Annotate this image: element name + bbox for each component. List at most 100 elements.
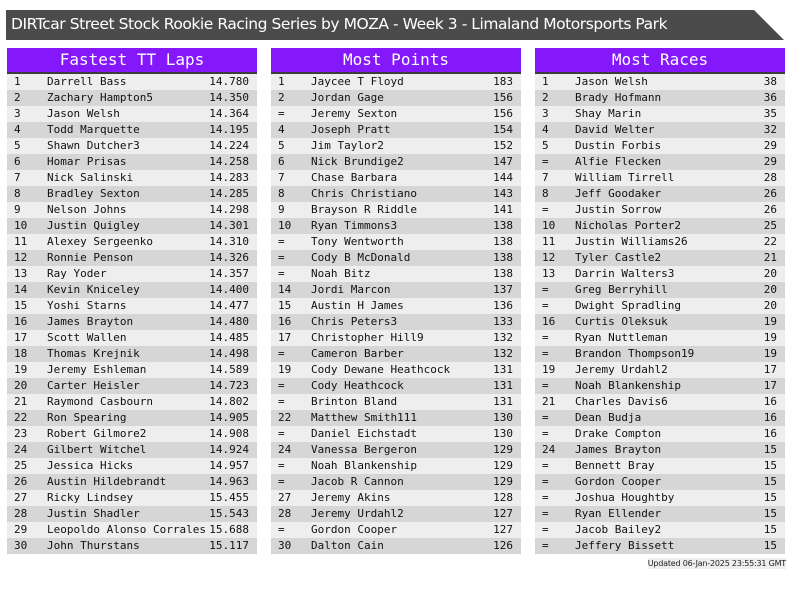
value-cell: 129 xyxy=(493,443,513,456)
value-cell: 143 xyxy=(493,187,513,200)
table-row: 30 Dalton Cain 126 xyxy=(271,538,521,554)
panel-header: Most Races xyxy=(535,48,785,74)
value-cell: 14.480 xyxy=(209,315,249,328)
driver-name-cell: Bennett Bray xyxy=(575,459,655,472)
value-cell: 35 xyxy=(763,107,777,120)
table-row: = Noah Bitz 138 xyxy=(271,266,521,282)
table-row: 24 James Brayton 15 xyxy=(535,442,785,458)
rank-cell: 8 xyxy=(14,187,21,200)
table-row: 22 Ron Spearing 14.905 xyxy=(7,410,257,426)
value-cell: 15 xyxy=(763,443,777,456)
value-cell: 15 xyxy=(763,491,777,504)
rank-cell: 2 xyxy=(542,91,549,104)
table-row: = Brandon Thompson19 19 xyxy=(535,346,785,362)
value-cell: 16 xyxy=(763,395,777,408)
driver-name-cell: Brady Hofmann xyxy=(575,91,662,104)
value-cell: 15.455 xyxy=(209,491,249,504)
driver-name-cell: Nick Brundige2 xyxy=(311,155,404,168)
rank-cell: = xyxy=(542,427,549,440)
rank-cell: 27 xyxy=(14,491,28,504)
value-cell: 14.723 xyxy=(209,379,249,392)
driver-name-cell: Jeff Goodaker xyxy=(575,187,662,200)
rank-cell: = xyxy=(278,267,285,280)
rank-cell: 16 xyxy=(278,315,292,328)
value-cell: 14.350 xyxy=(209,91,249,104)
value-cell: 133 xyxy=(493,315,513,328)
table-row: 17 Scott Wallen 14.485 xyxy=(7,330,257,346)
table-row: 29 Leopoldo Alonso Corrales 15.688 xyxy=(7,522,257,538)
rank-cell: 16 xyxy=(14,315,28,328)
value-cell: 38 xyxy=(763,75,777,88)
driver-name-cell: Charles Davis6 xyxy=(575,395,668,408)
table-row: 22 Matthew Smith111 130 xyxy=(271,410,521,426)
driver-name-cell: Homar Prisas xyxy=(47,155,127,168)
table-row: 20 Carter Heisler 14.723 xyxy=(7,378,257,394)
table-row: 28 Jeremy Urdahl2 127 xyxy=(271,506,521,522)
driver-name-cell: Gordon Cooper xyxy=(311,523,398,536)
driver-name-cell: Austin H James xyxy=(311,299,404,312)
table-row: = Dwight Spradling 20 xyxy=(535,298,785,314)
rank-cell: 7 xyxy=(278,171,285,184)
value-cell: 19 xyxy=(763,315,777,328)
value-cell: 130 xyxy=(493,411,513,424)
driver-name-cell: Noah Blankenship xyxy=(575,379,681,392)
table-row: 28 Justin Shadler 15.543 xyxy=(7,506,257,522)
panel-header: Most Points xyxy=(271,48,521,74)
rank-cell: = xyxy=(542,491,549,504)
rank-cell: 13 xyxy=(542,267,556,280)
rank-cell: = xyxy=(542,331,549,344)
table-row: = Brinton Bland 131 xyxy=(271,394,521,410)
driver-name-cell: Gilbert Witchel xyxy=(47,443,147,456)
table-row: = Cameron Barber 132 xyxy=(271,346,521,362)
rank-cell: 26 xyxy=(14,475,28,488)
rank-cell: 19 xyxy=(14,363,28,376)
driver-name-cell: Zachary Hampton5 xyxy=(47,91,153,104)
table-row: = Noah Blankenship 129 xyxy=(271,458,521,474)
driver-name-cell: Justin Quigley xyxy=(47,219,140,232)
value-cell: 147 xyxy=(493,155,513,168)
value-cell: 131 xyxy=(493,363,513,376)
driver-name-cell: Nick Salinski xyxy=(47,171,134,184)
rank-cell: = xyxy=(278,395,285,408)
value-cell: 141 xyxy=(493,203,513,216)
rank-cell: 4 xyxy=(278,123,285,136)
rank-cell: 2 xyxy=(14,91,21,104)
rank-cell: = xyxy=(542,459,549,472)
rank-cell: 6 xyxy=(14,155,21,168)
value-cell: 138 xyxy=(493,235,513,248)
driver-name-cell: Vanessa Bergeron xyxy=(311,443,417,456)
most-points-panel: Most Points 1 Jaycee T Floyd 183 2 Jordan Ga… xyxy=(271,48,521,554)
value-cell: 14.301 xyxy=(209,219,249,232)
driver-name-cell: Jason Welsh xyxy=(575,75,648,88)
table-row: 21 Charles Davis6 16 xyxy=(535,394,785,410)
driver-name-cell: Jacob R Cannon xyxy=(311,475,404,488)
driver-name-cell: Jeremy Urdahl2 xyxy=(311,507,404,520)
table-row: = Noah Blankenship 17 xyxy=(535,378,785,394)
rank-cell: 9 xyxy=(14,203,21,216)
table-row: = Drake Compton 16 xyxy=(535,426,785,442)
table-row: 25 Jessica Hicks 14.957 xyxy=(7,458,257,474)
value-cell: 14.780 xyxy=(209,75,249,88)
driver-name-cell: Thomas Krejnik xyxy=(47,347,140,360)
driver-name-cell: Jeremy Sexton xyxy=(311,107,398,120)
driver-name-cell: Jeremy Eshleman xyxy=(47,363,147,376)
table-row: 19 Jeremy Eshleman 14.589 xyxy=(7,362,257,378)
table-row: = Jeffery Bissett 15 xyxy=(535,538,785,554)
table-row: = Greg Berryhill 20 xyxy=(535,282,785,298)
rank-cell: 17 xyxy=(14,331,28,344)
table-row: 26 Austin Hildebrandt 14.963 xyxy=(7,474,257,490)
rank-cell: = xyxy=(542,299,549,312)
table-row: 11 Justin Williams26 22 xyxy=(535,234,785,250)
rank-cell: = xyxy=(542,523,549,536)
value-cell: 14.498 xyxy=(209,347,249,360)
rank-cell: 21 xyxy=(14,395,28,408)
driver-name-cell: Leopoldo Alonso Corrales xyxy=(47,523,206,536)
value-cell: 127 xyxy=(493,507,513,520)
table-row: 16 Chris Peters3 133 xyxy=(271,314,521,330)
rank-cell: 8 xyxy=(542,187,549,200)
rank-cell: = xyxy=(542,379,549,392)
value-cell: 14.924 xyxy=(209,443,249,456)
driver-name-cell: Robert Gilmore2 xyxy=(47,427,147,440)
driver-name-cell: Cody Dewane Heathcock xyxy=(311,363,451,376)
driver-name-cell: Bradley Sexton xyxy=(47,187,140,200)
